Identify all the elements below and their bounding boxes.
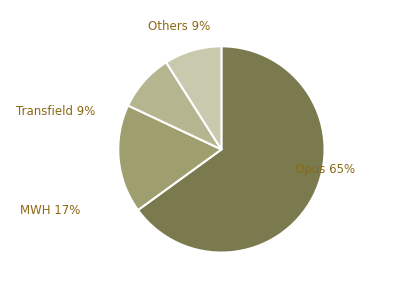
Wedge shape — [128, 62, 221, 149]
Wedge shape — [118, 105, 221, 210]
Text: MWH 17%: MWH 17% — [20, 205, 81, 217]
Wedge shape — [166, 46, 221, 149]
Text: Transfield 9%: Transfield 9% — [16, 105, 96, 118]
Text: Opus 65%: Opus 65% — [294, 163, 355, 176]
Wedge shape — [137, 46, 324, 253]
Text: Others 9%: Others 9% — [147, 20, 209, 33]
